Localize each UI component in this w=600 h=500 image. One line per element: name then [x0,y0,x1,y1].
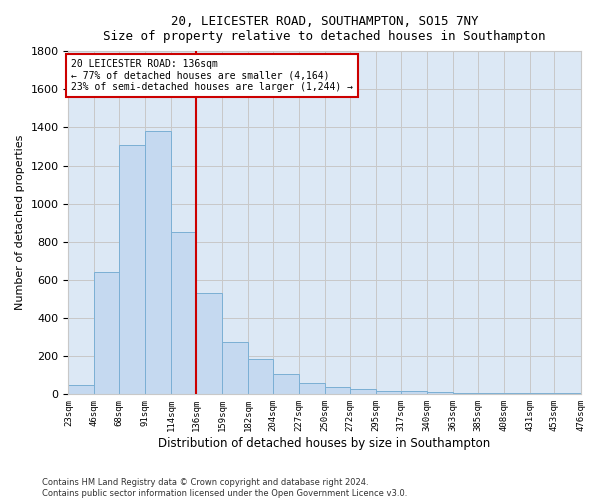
Bar [145,131,171,394]
X-axis label: Distribution of detached houses by size in Southampton: Distribution of detached houses by size … [158,437,491,450]
Text: 20 LEICESTER ROAD: 136sqm
← 77% of detached houses are smaller (4,164)
23% of se: 20 LEICESTER ROAD: 136sqm ← 77% of detac… [71,58,353,92]
Bar [401,392,427,394]
Bar [196,294,222,394]
Bar [94,272,119,394]
Bar [248,359,273,394]
Bar [299,383,325,394]
Bar [171,232,196,394]
Bar [273,374,299,394]
Bar [350,388,376,394]
Title: 20, LEICESTER ROAD, SOUTHAMPTON, SO15 7NY
Size of property relative to detached : 20, LEICESTER ROAD, SOUTHAMPTON, SO15 7N… [103,15,546,43]
Bar [119,144,145,394]
Bar [325,386,350,394]
Bar [222,342,248,394]
Text: Contains HM Land Registry data © Crown copyright and database right 2024.
Contai: Contains HM Land Registry data © Crown c… [42,478,407,498]
Bar [68,385,94,394]
Y-axis label: Number of detached properties: Number of detached properties [15,135,25,310]
Bar [427,392,453,394]
Bar [376,390,401,394]
